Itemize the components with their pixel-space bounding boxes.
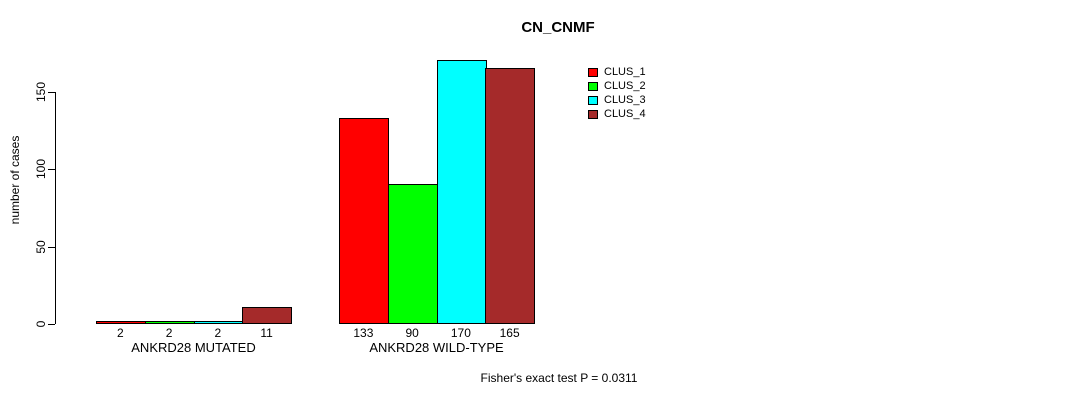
legend-swatch — [588, 95, 598, 105]
y-axis-line — [55, 92, 56, 324]
legend: CLUS_1 CLUS_2 CLUS_3 CLUS_4 — [588, 65, 646, 121]
bar-value-label: 11 — [260, 326, 273, 340]
legend-item: CLUS_4 — [588, 107, 646, 121]
y-axis-label: number of cases — [8, 135, 22, 225]
y-axis-tick-label: 100 — [34, 158, 48, 180]
bar-value-label: 165 — [499, 326, 520, 340]
legend-item-label: CLUS_4 — [604, 108, 646, 120]
bar-value-label: 133 — [353, 326, 374, 340]
bar-clus_2-group-2 — [388, 184, 438, 324]
legend-item-label: CLUS_2 — [604, 80, 646, 92]
bar-clus_3-group-2 — [437, 60, 487, 324]
legend-item-label: CLUS_3 — [604, 94, 646, 106]
category-label-group-1: ANKRD28 MUTATED — [131, 340, 256, 355]
legend-item: CLUS_2 — [588, 79, 646, 93]
y-axis-tick-label: 50 — [34, 240, 48, 254]
bar-clus_4-group-1 — [242, 307, 292, 324]
y-axis-tick — [48, 169, 55, 170]
chart-title: CN_CNMF — [521, 19, 595, 36]
bar-value-label: 2 — [165, 326, 173, 340]
category-label-group-2: ANKRD28 WILD-TYPE — [369, 340, 504, 355]
bar-clus_2-group-1 — [145, 321, 195, 324]
legend-swatch — [588, 109, 598, 119]
y-axis-tick — [48, 324, 55, 325]
fisher-test-annotation: Fisher's exact test P = 0.0311 — [480, 371, 638, 385]
bar-value-label: 2 — [117, 326, 124, 340]
bar-clus_1-group-1 — [96, 321, 146, 324]
y-axis-tick-label: 0 — [34, 320, 48, 328]
legend-item: CLUS_3 — [588, 93, 646, 107]
bar-value-label: 2 — [214, 326, 222, 340]
y-axis-tick-label: 150 — [34, 81, 48, 103]
bar-value-label: 170 — [450, 326, 471, 340]
legend-swatch — [588, 67, 598, 77]
bar-clus_4-group-2 — [485, 68, 535, 324]
bar-value-label: 90 — [405, 326, 419, 340]
y-axis-tick — [48, 247, 55, 248]
bar-clus_3-group-1 — [194, 321, 244, 324]
bar-clus_1-group-2 — [339, 118, 389, 324]
y-axis-tick — [48, 92, 55, 93]
legend-item-label: CLUS_1 — [604, 66, 646, 78]
legend-item: CLUS_1 — [588, 65, 646, 79]
legend-swatch — [588, 81, 598, 91]
